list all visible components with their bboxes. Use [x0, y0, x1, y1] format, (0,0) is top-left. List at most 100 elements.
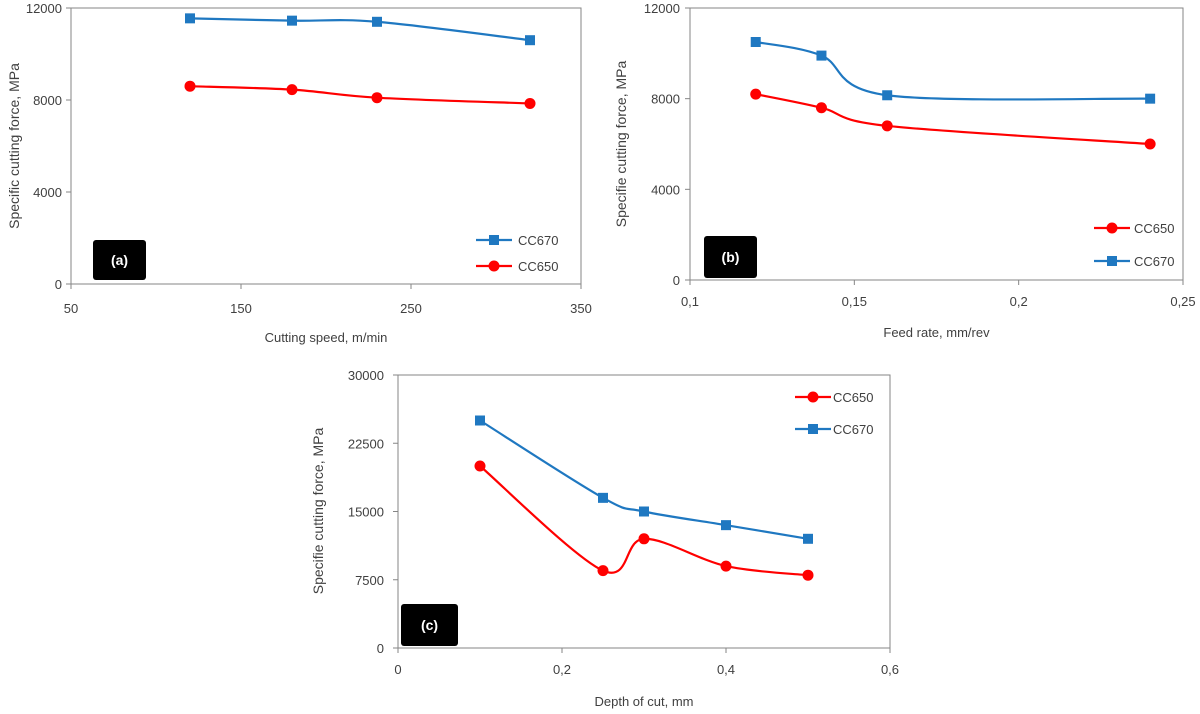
y-tick-label: 22500 [348, 436, 384, 451]
x-tick-label: 0,6 [881, 662, 899, 677]
x-tick-label: 250 [400, 301, 422, 316]
data-point [371, 92, 383, 104]
chart-panel-1: 0 4000 8000 12000 50 150 250 350 Cutting speed, … [6, 1, 592, 345]
series-line [479, 419, 809, 540]
y-tick-label: 4000 [33, 185, 62, 200]
y-axis-title: Specific cutting force, MPa [6, 63, 22, 229]
legend-label: CC670 [518, 233, 558, 248]
panel-label-box [704, 236, 757, 278]
data-point [598, 492, 608, 503]
y-tick-label: 12000 [644, 1, 680, 16]
legend-entry-cc650: CC650 [1094, 221, 1174, 236]
data-point [638, 533, 650, 545]
data-point [750, 88, 762, 100]
panel-label-badge: (a) [93, 240, 146, 280]
y-tick-label: 12000 [26, 1, 62, 16]
x-tick-label: 0,2 [1010, 294, 1028, 309]
panel-label-box [401, 604, 458, 646]
plot-area-frame [689, 7, 1184, 281]
data-point [286, 84, 298, 96]
series-cc670 [750, 37, 1156, 104]
plot-area-frame [70, 7, 582, 285]
series-line [755, 40, 1151, 101]
x-axis-title: Cutting speed, m/min [265, 330, 388, 345]
data-point [803, 533, 813, 544]
data-point [750, 37, 761, 47]
x-tick-label: 350 [570, 301, 592, 316]
data-point [721, 520, 731, 531]
y-tick-label: 0 [673, 273, 680, 288]
panel-label: (b) [722, 249, 740, 265]
series-cc670 [185, 13, 535, 46]
y-tick-label: 4000 [651, 182, 680, 197]
legend-entry-cc650: CC650 [795, 390, 873, 405]
data-point [881, 120, 893, 132]
y-tick-label: 0 [55, 277, 62, 292]
data-point [815, 102, 827, 114]
y-tick-label: 15000 [348, 505, 384, 520]
legend-marker [488, 260, 500, 272]
data-point [816, 50, 827, 61]
legend-label: CC670 [833, 422, 873, 437]
panel-label-badge: (c) [401, 604, 458, 646]
x-tick-label: 0,15 [842, 294, 867, 309]
legend-entry-cc670: CC670 [1094, 254, 1174, 269]
x-tick-label: 0,4 [717, 662, 735, 677]
legend-marker [1106, 222, 1118, 234]
legend-label: CC650 [1134, 221, 1174, 236]
series-cc650 [750, 88, 1156, 150]
x-axis-title: Feed rate, mm/rev [883, 325, 990, 340]
data-point [475, 415, 485, 426]
x-tick-label: 0 [394, 662, 401, 677]
legend-marker [807, 391, 819, 403]
data-point [802, 569, 814, 581]
y-axis-title: Specifie cutting force, MPa [613, 61, 629, 228]
legend-label: CC650 [518, 259, 558, 274]
legend-marker [808, 424, 818, 434]
x-tick-label: 0,2 [553, 662, 571, 677]
x-tick-label: 150 [230, 301, 252, 316]
panel-label: (c) [421, 617, 438, 633]
data-point [372, 16, 382, 27]
y-tick-label: 0 [377, 641, 384, 656]
data-point [524, 97, 536, 109]
data-point [1145, 93, 1156, 104]
series-line [479, 465, 809, 577]
data-point [287, 15, 297, 26]
series-cc650 [474, 460, 814, 581]
y-axis-title: Specifie cutting force, MPa [310, 428, 326, 595]
x-tick-label: 0,1 [681, 294, 699, 309]
legend-entry-cc670: CC670 [476, 233, 558, 248]
legend-entry-cc670: CC670 [795, 422, 873, 437]
series-line [755, 93, 1151, 146]
y-tick-label: 30000 [348, 368, 384, 383]
chart-panel-3: 0 7500 15000 22500 30000 0 0,2 0,4 0,6 Depth of c… [310, 368, 899, 709]
legend-label: CC670 [1134, 254, 1174, 269]
y-tick-label: 7500 [355, 573, 384, 588]
series-cc650 [184, 80, 536, 109]
data-point [720, 560, 732, 572]
series-line [189, 17, 531, 42]
y-tick-label: 8000 [33, 93, 62, 108]
series-cc670 [475, 415, 813, 544]
panel-label-box [93, 240, 146, 280]
data-point [525, 35, 535, 46]
legend-label: CC650 [833, 390, 873, 405]
series-line [189, 85, 531, 105]
x-axis-title: Depth of cut, mm [595, 694, 694, 709]
legend-marker [1107, 256, 1117, 266]
chart-panel-2: 0 4000 8000 12000 0,1 0,15 0,2 0,25 Feed rate, m… [613, 1, 1196, 340]
panel-label-badge: (b) [704, 236, 757, 278]
panel-label: (a) [111, 252, 128, 268]
data-point [474, 460, 486, 472]
x-tick-label: 0,25 [1170, 294, 1195, 309]
data-point [185, 13, 195, 24]
data-point [597, 565, 609, 577]
y-tick-label: 8000 [651, 92, 680, 107]
data-point [1144, 138, 1156, 150]
x-tick-label: 50 [64, 301, 78, 316]
data-point [882, 90, 893, 101]
data-point [184, 80, 196, 92]
legend-marker [489, 235, 499, 245]
